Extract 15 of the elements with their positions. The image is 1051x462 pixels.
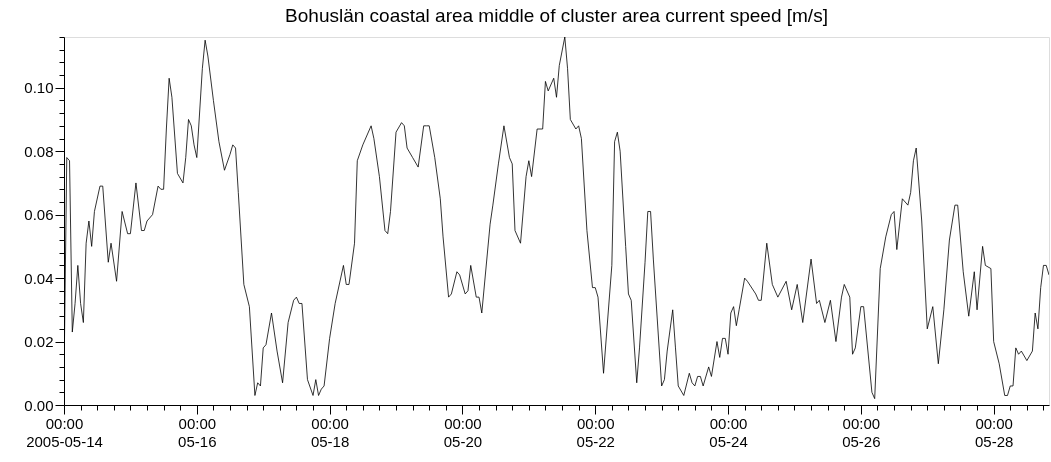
y-tick-label: 0.08 [24, 142, 54, 160]
y-tick-label: 0.00 [24, 396, 54, 414]
x-tick-label: 00:00 05-18 [310, 414, 350, 450]
y-tick-label: 0.10 [24, 79, 54, 97]
x-tick-label: 00:00 05-24 [709, 414, 748, 450]
x-tick-label: 00:00 05-16 [178, 414, 217, 450]
x-tick-label: 00:00 05-22 [576, 414, 615, 450]
x-tick-label: 00:00 05-20 [443, 414, 483, 450]
y-tick-label: 0.04 [24, 269, 54, 287]
x-tick-label: 00:00 05-26 [842, 414, 881, 450]
x-tick-label: 00:00 05-28 [974, 414, 1014, 450]
y-tick-label: 0.06 [24, 206, 54, 224]
x-tick-label: 00:00 2005-05-14 [26, 414, 103, 450]
y-tick-label: 0.02 [24, 333, 54, 351]
chart-title: Bohuslän coastal area middle of cluster area current speed [m/s] [285, 5, 828, 26]
